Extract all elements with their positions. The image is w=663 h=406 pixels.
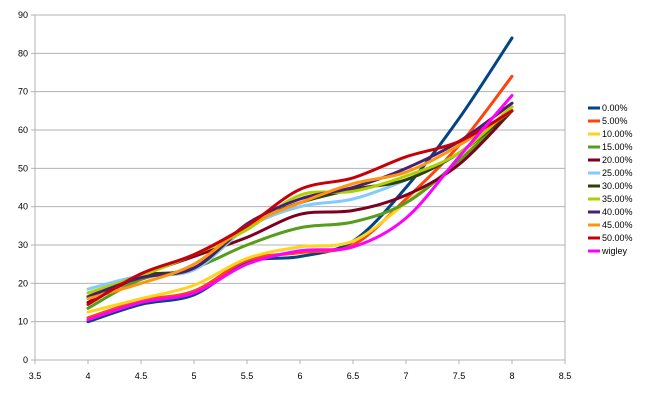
y-tick-label: 40 [18,202,28,212]
y-tick-label: 70 [18,87,28,97]
series-line-0 [86,36,514,324]
series-line-9 [86,109,514,301]
legend-label: 35.00% [602,194,633,204]
legend-label: 20.00% [602,155,633,165]
legend-label: 25.00% [602,168,633,178]
plot-area-frame [34,14,566,361]
x-tick-label: 7 [403,371,408,381]
x-tick-label: 8 [509,371,514,381]
axes: 0 10 20 30 40 50 60 70 80 90 3.5 4 4.5 5 5.5 6 6.5 7 7.5 8 8… [18,10,571,381]
legend-label: 5.00% [602,116,628,126]
legend-label: 30.00% [602,181,633,191]
y-tick-label: 0 [23,355,28,365]
series-line-7 [86,105,514,295]
y-tick-label: 50 [18,163,28,173]
legend-label: 40.00% [602,207,633,217]
legend-label: 0.00% [602,103,628,113]
legend-label: 15.00% [602,142,633,152]
x-tick-label: 8.5 [559,371,572,381]
y-tick-label: 20 [18,278,28,288]
legend-label: 45.00% [602,220,633,230]
series-line-10 [86,109,514,306]
y-tick-label: 30 [18,240,28,250]
x-tick-label: 3.5 [29,371,42,381]
series-line-8 [86,101,514,299]
x-tick-label: 6 [297,371,302,381]
legend-label: wigley [601,246,628,256]
x-tick-label: 7.5 [453,371,466,381]
legend: 0.00% 5.00% 10.00% 15.00% 20.00% 25.00% 30.00%… [588,103,633,256]
series-line-1 [86,74,514,320]
x-tick-label: 4.5 [135,371,148,381]
y-tick-label: 10 [18,317,28,327]
series-line-11 [86,94,514,322]
legend-label: 50.00% [602,233,633,243]
y-tick-label: 80 [18,48,28,58]
x-tick-label: 5 [191,371,196,381]
x-tick-label: 4 [85,371,90,381]
y-tick-label: 90 [18,10,28,20]
x-tick-label: 5.5 [241,371,254,381]
series-lines [86,36,514,324]
y-tick-label: 60 [18,125,28,135]
legend-label: 10.00% [602,129,633,139]
x-tick-label: 6.5 [347,371,360,381]
